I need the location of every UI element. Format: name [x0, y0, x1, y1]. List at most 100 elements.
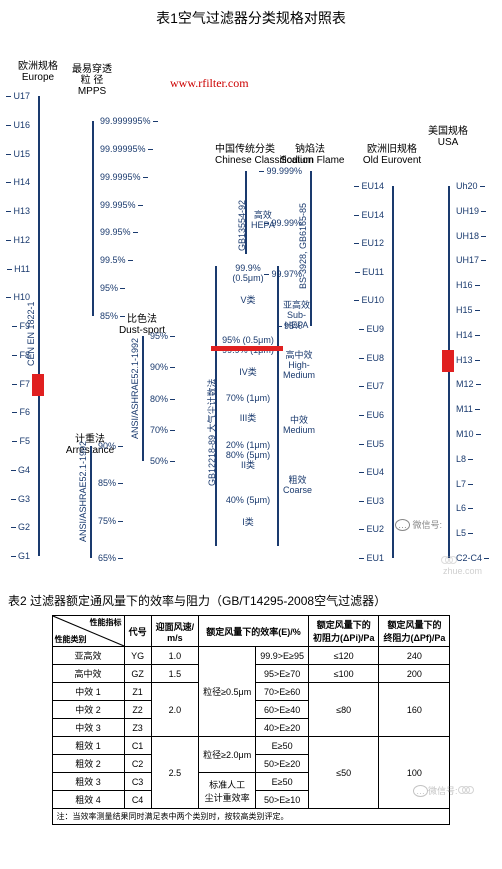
scale-tick: 85% — [98, 478, 116, 488]
title1: 表1空气过滤器分类规格对照表 — [0, 8, 502, 28]
scale-tick: H15 — [456, 305, 473, 315]
scale-tick: EU1 — [366, 553, 384, 563]
scale-tick: H11 — [14, 264, 30, 274]
seg-label: 40% (5μm) — [219, 496, 277, 506]
scale-tick: EU6 — [366, 410, 384, 420]
scale-vlabel: CEN EN 1822-1 — [26, 301, 36, 366]
title2: 表2 过滤器额定通风量下的效率与阻力（GB/T14295-2008空气过滤器） — [8, 592, 494, 609]
scale-tick: 75% — [98, 516, 116, 526]
scale-tick: 65% — [98, 553, 116, 563]
scale-tick: F5 — [19, 436, 30, 446]
scale-tick: 99.999% — [266, 166, 302, 176]
scale-tick: F6 — [19, 407, 30, 417]
th-dpi: 额定风量下的 初阻力(ΔPi)/Pa — [308, 616, 378, 647]
scale-tick: L6 — [456, 503, 466, 513]
scale-tick: 80% — [150, 394, 168, 404]
scale-tick: EU12 — [361, 238, 384, 248]
scale-tick: 99.5% — [100, 255, 126, 265]
scale-tick: 95% — [150, 331, 168, 341]
highlight-box — [32, 374, 44, 396]
sub-label: 高中效High-Medium — [283, 351, 315, 381]
scale-tick: EU14 — [361, 210, 384, 220]
scale-header: 最易穿透粒 径MPPS — [62, 64, 122, 97]
highlight-box — [442, 350, 454, 372]
scale-tick: 90% — [98, 441, 116, 451]
scale-tick: EU11 — [362, 267, 384, 277]
scale-header: 美国规格USA — [418, 126, 478, 148]
scale-tick: G4 — [18, 465, 30, 475]
scale-tick: U16 — [13, 120, 30, 130]
scale-vlabel: GB12218-89 大气尘计数法 — [205, 378, 218, 486]
scale-tick: EU10 — [361, 295, 384, 305]
scale-tick: U15 — [13, 149, 30, 159]
highlight-box — [211, 346, 283, 351]
scale-tick: H16 — [456, 280, 473, 290]
scale-tick: H14 — [456, 330, 473, 340]
scale-tick: H14 — [13, 177, 30, 187]
scale-tick: H13 — [456, 355, 473, 365]
scale-tick: 95% — [100, 283, 118, 293]
scale-tick: 50% — [150, 456, 168, 466]
seg-label: 高效HEPA — [251, 211, 275, 231]
th-code: 代号 — [124, 616, 151, 647]
scale-vlabel: BS-3928, GB6165-85 — [298, 202, 308, 288]
scale-tick: UH18 — [456, 231, 479, 241]
seg-label: 70% (1μm) — [219, 394, 277, 404]
scale-tick: 99.9995% — [100, 172, 141, 182]
th-corner: 性能指标 性能类别 — [52, 616, 124, 647]
scale-tick: U17 — [13, 91, 30, 101]
scale-header: 欧洲规格Europe — [8, 61, 68, 83]
th-eff: 额定风量下的效率(E)/% — [199, 616, 309, 647]
scale-header: 中国传统分类Chinese Classification — [215, 144, 275, 166]
scale-tick: M12 — [456, 379, 474, 389]
sub-label: 中效Medium — [283, 416, 315, 436]
scale-tick: M11 — [456, 404, 473, 414]
scale-tick: 99.99995% — [100, 144, 146, 154]
scale-tick: EU14 — [361, 181, 384, 191]
scale-tick: EU7 — [366, 381, 384, 391]
scale-tick: L7 — [456, 479, 466, 489]
scale-tick: H12 — [13, 235, 30, 245]
scale-tick: EU5 — [366, 439, 384, 449]
th-dpf: 额定风量下的 终阻力(ΔPf)/Pa — [379, 616, 450, 647]
scale-vlabel: ANSI/ASHRAE52.1-1992 — [130, 337, 140, 438]
classification-chart: www.rfilter.com 欧洲规格Europe U17 U16 U15 H14 H1… — [0, 36, 502, 586]
seg-label: V类 — [219, 296, 277, 306]
scale-tick: EU4 — [366, 467, 384, 477]
scale-tick: UH17 — [456, 255, 479, 265]
scale-tick: EU9 — [366, 324, 384, 334]
scale-tick: 99.999995% — [100, 116, 151, 126]
th-vel: 迎面风速/ m/s — [151, 616, 199, 647]
wechat-watermark-2: …微信号: — [413, 784, 472, 797]
scale-tick: 99.95% — [100, 227, 131, 237]
scale-tick: EU2 — [366, 524, 384, 534]
seg-label: 99.9%(0.5μm) — [219, 264, 277, 284]
scale-vlabel: ANSI/ASHRAE52.1-1992 — [78, 441, 88, 542]
scale-tick: UH19 — [456, 206, 479, 216]
seg-label: 20% (1μm)80% (5μm)II类 — [219, 441, 277, 471]
scale-vlabel: GB13554-92 — [237, 200, 247, 251]
scale-tick: 70% — [150, 425, 168, 435]
pig-logo-watermark: zhue.com — [443, 556, 482, 576]
seg-label: I类 — [219, 518, 277, 528]
scale-tick: G2 — [18, 522, 30, 532]
seg-label: III类 — [219, 414, 277, 424]
scale-tick: 99.995% — [100, 200, 136, 210]
seg-label: IV类 — [219, 368, 277, 378]
wechat-watermark: … 微信号: — [395, 518, 442, 531]
scale-tick: G1 — [18, 551, 30, 561]
scale-tick: F7 — [19, 379, 30, 389]
scale-tick: EU8 — [366, 353, 384, 363]
scale-tick: Uh20 — [456, 181, 478, 191]
scale-header: 欧洲旧规格Old Eurovent — [362, 144, 422, 166]
watermark-url: www.rfilter.com — [170, 76, 249, 91]
scale-tick: L8 — [456, 454, 466, 464]
sub-label: 亚高效Sub-HEPA — [283, 301, 310, 331]
table2: 性能指标 性能类别 代号 迎面风速/ m/s 额定风量下的效率(E)/% 额定风… — [52, 615, 451, 825]
scale-tick: H13 — [13, 206, 30, 216]
sub-label: 粗效Coarse — [283, 476, 312, 496]
scale-tick: M10 — [456, 429, 474, 439]
scale-tick: 90% — [150, 362, 168, 372]
scale-tick: EU3 — [366, 496, 384, 506]
scale-tick: G3 — [18, 494, 30, 504]
